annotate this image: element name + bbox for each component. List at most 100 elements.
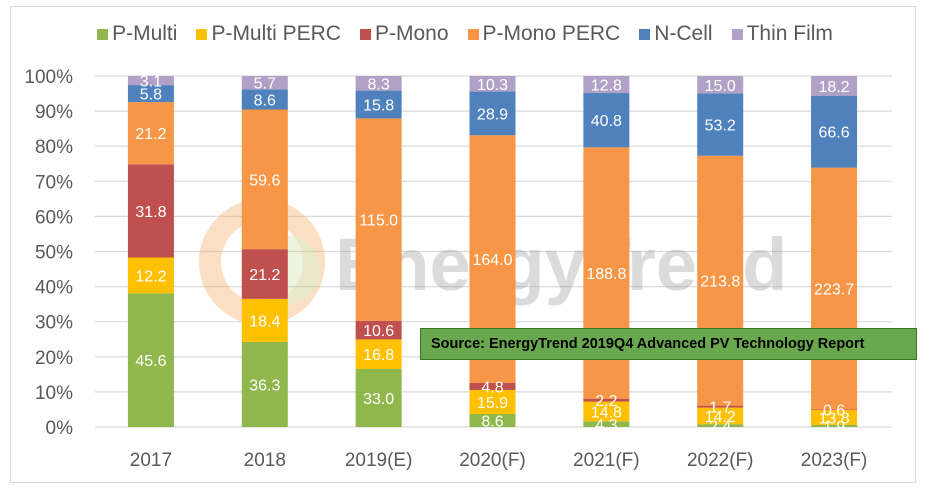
bar-segment-p-mono <box>583 398 630 402</box>
legend-swatch <box>731 28 743 40</box>
data-label: 5.7 <box>254 76 276 93</box>
data-label: 21.2 <box>249 267 280 284</box>
legend-item: P-Multi <box>97 22 177 46</box>
bar-segment-p-multi <box>355 368 402 427</box>
y-tick-label: 10% <box>35 383 73 404</box>
legend-item: P-Multi PERC <box>196 22 341 46</box>
data-label: 33.0 <box>363 391 394 408</box>
legend-label: N-Cell <box>654 22 713 45</box>
data-label: 12.8 <box>591 78 622 95</box>
bar-segment-thin-film <box>697 76 744 94</box>
data-label: 15.8 <box>363 98 394 115</box>
bar-segment-n-cell <box>469 91 516 136</box>
bar-segment-thin-film <box>355 76 402 91</box>
bar-segment-n-cell <box>127 85 174 103</box>
data-label: 2.4 <box>709 419 731 436</box>
legend-swatch <box>359 28 371 40</box>
data-label: 115.0 <box>359 213 398 230</box>
data-label: 18.4 <box>249 313 280 330</box>
bar-segment-thin-film <box>583 76 630 94</box>
y-axis: 0% 10% 20% 30% 40% 50% 60% 70% 80% 90% 100% <box>24 67 73 439</box>
data-label: 10.3 <box>477 77 508 94</box>
y-tick-label: 60% <box>35 207 73 228</box>
legend-swatch <box>97 28 109 40</box>
x-tick-label: 2021(F) <box>573 450 640 471</box>
bar-segment-p-mono-perc <box>127 102 174 165</box>
data-label: 2.2 <box>595 393 617 410</box>
bar-segment-p-multi <box>241 341 288 427</box>
data-label: 5.8 <box>140 87 162 104</box>
bar-segment-n-cell <box>811 95 858 168</box>
data-label: 10.6 <box>363 323 394 340</box>
data-label: 188.8 <box>586 266 626 283</box>
bar-segment-p-multi <box>469 414 516 427</box>
bar-segment-p-mono-perc <box>355 118 402 321</box>
y-tick-label: 40% <box>35 278 73 299</box>
source-note: Source: EnergyTrend 2019Q4 Advanced PV T… <box>420 328 917 360</box>
data-label: 4.3 <box>595 417 617 434</box>
bar-segment-thin-film <box>811 76 858 96</box>
legend-swatch <box>467 28 479 40</box>
data-label: 59.6 <box>249 172 280 189</box>
bar-segment-p-mono-perc <box>811 167 858 410</box>
bar-segment-p-mono <box>127 164 174 258</box>
data-label: 3.1 <box>140 74 162 91</box>
data-label: 14.2 <box>705 409 736 426</box>
data-label: 40.8 <box>591 113 622 130</box>
bar-segment-n-cell <box>583 93 630 148</box>
data-label: 213.8 <box>700 274 740 291</box>
bar-segment-p-multi <box>583 421 630 427</box>
data-label: 8.3 <box>368 76 390 93</box>
x-tick-label: 2017 <box>130 450 172 471</box>
legend-item: N-Cell <box>639 22 713 46</box>
legend-swatch <box>196 28 208 40</box>
data-label: 223.7 <box>814 282 854 299</box>
x-tick-label: 2023(F) <box>801 450 868 471</box>
data-label: 66.6 <box>819 125 850 142</box>
y-tick-label: 70% <box>35 172 73 193</box>
bar-segment-n-cell <box>241 89 288 110</box>
data-label: 13.8 <box>819 410 850 427</box>
bar-segment-p-multi-perc <box>583 401 630 422</box>
x-tick-label: 2020(F) <box>459 450 526 471</box>
y-tick-label: 0% <box>46 418 74 439</box>
data-label: 1.7 <box>709 400 731 417</box>
y-tick-label: 90% <box>35 102 73 123</box>
data-labels: 45.6 12.2 31.8 21.2 5.83.1 36.3 18.4 21.2 59.6 8.… <box>135 74 854 436</box>
bar-segment-p-mono <box>469 382 516 391</box>
y-tick-label: 50% <box>35 243 73 264</box>
bar-segment-p-multi-perc <box>697 407 744 425</box>
bar-segment-p-mono-perc <box>241 109 288 250</box>
legend-item: Thin Film <box>731 22 833 46</box>
legend-label: P-Multi PERC <box>211 22 341 45</box>
bar-segment-thin-film <box>469 76 516 92</box>
bar-segment-p-multi-perc <box>469 390 516 415</box>
data-label: 18.2 <box>819 79 850 96</box>
bar-segment-p-multi <box>127 293 174 427</box>
x-tick-label: 2022(F) <box>687 450 754 471</box>
source-note-text: Source: EnergyTrend 2019Q4 Advanced PV T… <box>431 336 865 352</box>
legend-item: P-Mono PERC <box>467 22 620 46</box>
legend-swatch <box>639 28 651 40</box>
data-label: 21.2 <box>135 126 166 143</box>
bar-segment-p-multi <box>811 424 858 427</box>
data-label: 36.3 <box>249 377 280 394</box>
x-axis: 2017 2018 2019(E) 2020(F) 2021(F) 2022(F) 2023… <box>130 450 868 471</box>
data-label: 15.0 <box>705 78 736 95</box>
bars <box>127 76 858 427</box>
bar-segment-p-multi-perc <box>355 339 402 369</box>
data-label: 53.2 <box>705 118 736 135</box>
data-label: 1.9 <box>823 419 845 436</box>
data-label: 28.9 <box>477 106 508 123</box>
data-label: 16.8 <box>363 347 394 364</box>
y-tick-label: 100% <box>24 67 73 88</box>
y-tick-label: 30% <box>35 313 73 334</box>
bar-segment-thin-film <box>127 76 174 86</box>
data-label: 0.6 <box>823 403 845 420</box>
bar-segment-p-mono <box>811 409 858 411</box>
legend-label: P-Mono <box>374 22 449 45</box>
bar-segment-n-cell <box>697 93 744 156</box>
legend: P-Multi P-Multi PERC P-Mono P-Mono PERC N-Ce… <box>0 22 930 46</box>
data-label: 8.6 <box>481 414 503 431</box>
